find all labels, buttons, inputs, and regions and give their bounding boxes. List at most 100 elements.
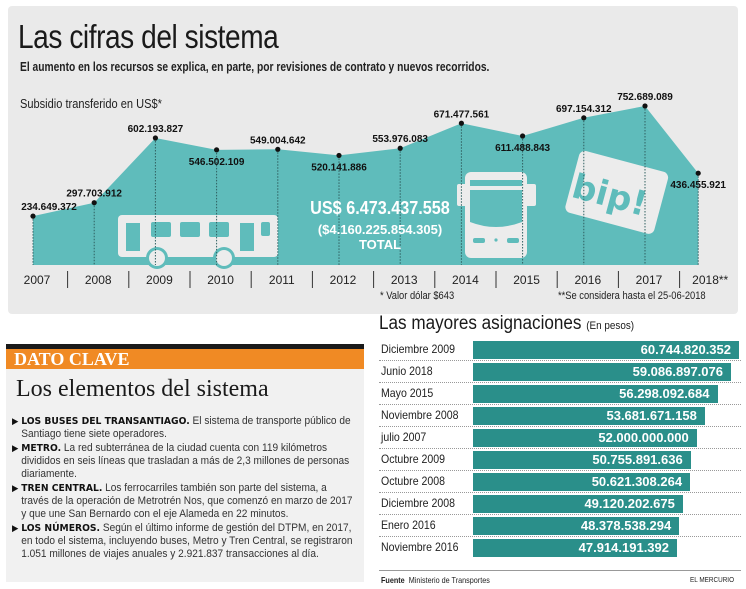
x-tick-label: 2012	[330, 273, 357, 287]
dato-top-bar	[6, 344, 364, 349]
dato-clave-items: ▶ LOS BUSES DEL TRANSANTIAGO. El sistema …	[6, 411, 364, 561]
page-title: Las cifras del sistema	[18, 18, 279, 55]
data-point	[458, 120, 464, 126]
bar-value-label: 49.120.202.675	[584, 496, 675, 511]
bar: 47.914.191.392	[473, 539, 677, 557]
dato-item-lead: LOS BUSES DEL TRANSANTIAGO.	[21, 416, 190, 427]
data-label: 697.154.312	[556, 104, 612, 115]
bip-card-icon: bip!	[565, 150, 669, 234]
data-label: 520.141.886	[311, 162, 367, 173]
dato-clave-panel: DATO CLAVE Los elementos del sistema ▶ LO…	[6, 344, 364, 582]
bus-front-icon	[457, 172, 536, 258]
footnote-date: **Se considera hasta el 25-06-2018	[558, 290, 706, 302]
data-label: 752.689.089	[617, 92, 673, 103]
data-point	[642, 103, 648, 109]
total-block: US$ 6.473.437.558 ($4.160.225.854.305) T…	[300, 198, 460, 252]
data-label: 611.488.843	[495, 143, 550, 154]
dato-item-text: Según el último informe de gestión del D…	[21, 522, 353, 560]
data-label: 436.455.921	[670, 180, 726, 191]
bar-row: Diciembre 2008 49.120.202.675	[379, 493, 741, 515]
bar: 50.621.308.264	[473, 473, 691, 491]
data-label: 602.193.827	[128, 124, 184, 135]
data-point	[30, 213, 36, 219]
bar-value-label: 56.298.092.684	[619, 386, 710, 401]
dato-clave-title: Los elementos del sistema	[16, 376, 269, 402]
dato-item-text: La red subterránea de la ciudad cuenta c…	[21, 442, 350, 480]
bar-row: Noviembre 2016 47.914.191.392	[379, 537, 741, 559]
x-tick-label: 2010	[207, 273, 234, 287]
chart-title: Subsidio transferido en US$*	[20, 96, 162, 111]
arrow-right-icon: ▶	[12, 416, 19, 426]
total-usd: US$ 6.473.437.558	[310, 198, 450, 218]
arrow-right-icon: ▶	[12, 483, 19, 493]
bar-category-label: Octubre 2009	[381, 452, 445, 466]
bar-row: Junio 2018 59.086.897.076	[379, 361, 741, 383]
bar-category-label: Enero 2016	[381, 518, 436, 532]
bar-category-label: Mayo 2015	[381, 386, 434, 400]
dato-item-text: Los ferrocarriles también son parte del …	[21, 482, 353, 520]
x-tick-label: 2009	[146, 273, 173, 287]
bar-category-label: Diciembre 2008	[381, 496, 455, 510]
bar: 49.120.202.675	[473, 495, 683, 513]
data-point	[91, 200, 97, 206]
bar-row: Octubre 2008 50.621.308.264	[379, 471, 741, 493]
dato-clave-header: DATO CLAVE	[6, 349, 364, 369]
x-tick-label: 2015	[513, 273, 540, 287]
bar: 50.755.891.636	[473, 451, 691, 469]
bar-row: Mayo 2015 56.298.092.684	[379, 383, 741, 405]
total-clp: ($4.160.225.854.305)	[317, 222, 443, 237]
x-tick-label: 2018**	[692, 273, 728, 287]
x-tick-label: 2014	[452, 273, 479, 287]
data-point	[581, 115, 587, 121]
bar-value-label: 59.086.897.076	[632, 364, 723, 379]
bar-category-label: Junio 2018	[381, 364, 433, 378]
data-point	[336, 152, 342, 159]
bar-row: Enero 2016 48.378.538.294	[379, 515, 741, 537]
bar-value-label: 47.914.191.392	[578, 540, 669, 555]
data-point	[695, 170, 701, 176]
data-label: 546.502.109	[189, 157, 245, 168]
x-tick-label: 2017	[636, 273, 663, 287]
bar-value-label: 60.744.820.352	[640, 342, 731, 357]
total-label: TOTAL	[358, 237, 402, 252]
bar-row: julio 2007 52.000.000.000	[379, 427, 741, 449]
source-note: Fuente Ministerio de Transportes	[381, 575, 490, 585]
x-tick-label: 2008	[85, 273, 112, 287]
asignaciones-bar-chart: Diciembre 2009 60.744.820.352 Junio 2018 59…	[379, 339, 741, 559]
bar-row: Octubre 2009 50.755.891.636	[379, 449, 741, 471]
bar: 52.000.000.000	[473, 429, 697, 447]
bar-value-label: 50.755.891.636	[592, 452, 683, 467]
bar-category-label: julio 2007	[381, 430, 427, 444]
dato-item-lead: LOS NÚMEROS.	[21, 523, 101, 534]
bar: 48.378.538.294	[473, 517, 680, 535]
arrow-right-icon: ▶	[12, 523, 19, 533]
dato-item: ▶ LOS BUSES DEL TRANSANTIAGO. El sistema …	[12, 415, 357, 441]
bar-value-label: 52.000.000.000	[598, 430, 689, 445]
dato-item: ▶ METRO. La red subterránea de la ciudad …	[12, 442, 357, 481]
data-label: 234.649.372	[21, 202, 77, 213]
dato-item-text: El sistema de transporte público de Sant…	[21, 415, 351, 440]
data-point	[520, 133, 526, 139]
subsidy-area-chart: bip! 234.649.372 297.703.912 602.193.827 54…	[21, 92, 729, 288]
bar: 59.086.897.076	[473, 363, 731, 381]
data-label: 553.976.083	[372, 134, 428, 145]
source-divider	[379, 570, 741, 571]
bar: 53.681.671.158	[473, 407, 705, 425]
asignaciones-title-text: Las mayores asignaciones	[379, 313, 582, 334]
x-tick-label: 2013	[391, 273, 418, 287]
page-subtitle: El aumento en los recursos se explica, e…	[20, 60, 490, 74]
asignaciones-unit: (En pesos)	[586, 320, 635, 332]
bar-category-label: Octubre 2008	[381, 474, 445, 488]
x-tick-label: 2016	[574, 273, 601, 287]
data-point	[152, 135, 158, 141]
source-label: Fuente	[381, 575, 405, 585]
x-tick-label: 2011	[269, 273, 295, 287]
bus-side-icon	[118, 215, 278, 269]
bar-value-label: 53.681.671.158	[606, 408, 697, 423]
bar-row: Diciembre 2009 60.744.820.352	[379, 339, 741, 361]
footnote-dollar-value: * Valor dólar $643	[380, 290, 455, 302]
data-point	[397, 145, 403, 151]
bar-value-label: 50.621.308.264	[591, 474, 683, 489]
source-text: Ministerio de Transportes	[408, 575, 490, 585]
dato-item-lead: TREN CENTRAL.	[21, 483, 103, 494]
